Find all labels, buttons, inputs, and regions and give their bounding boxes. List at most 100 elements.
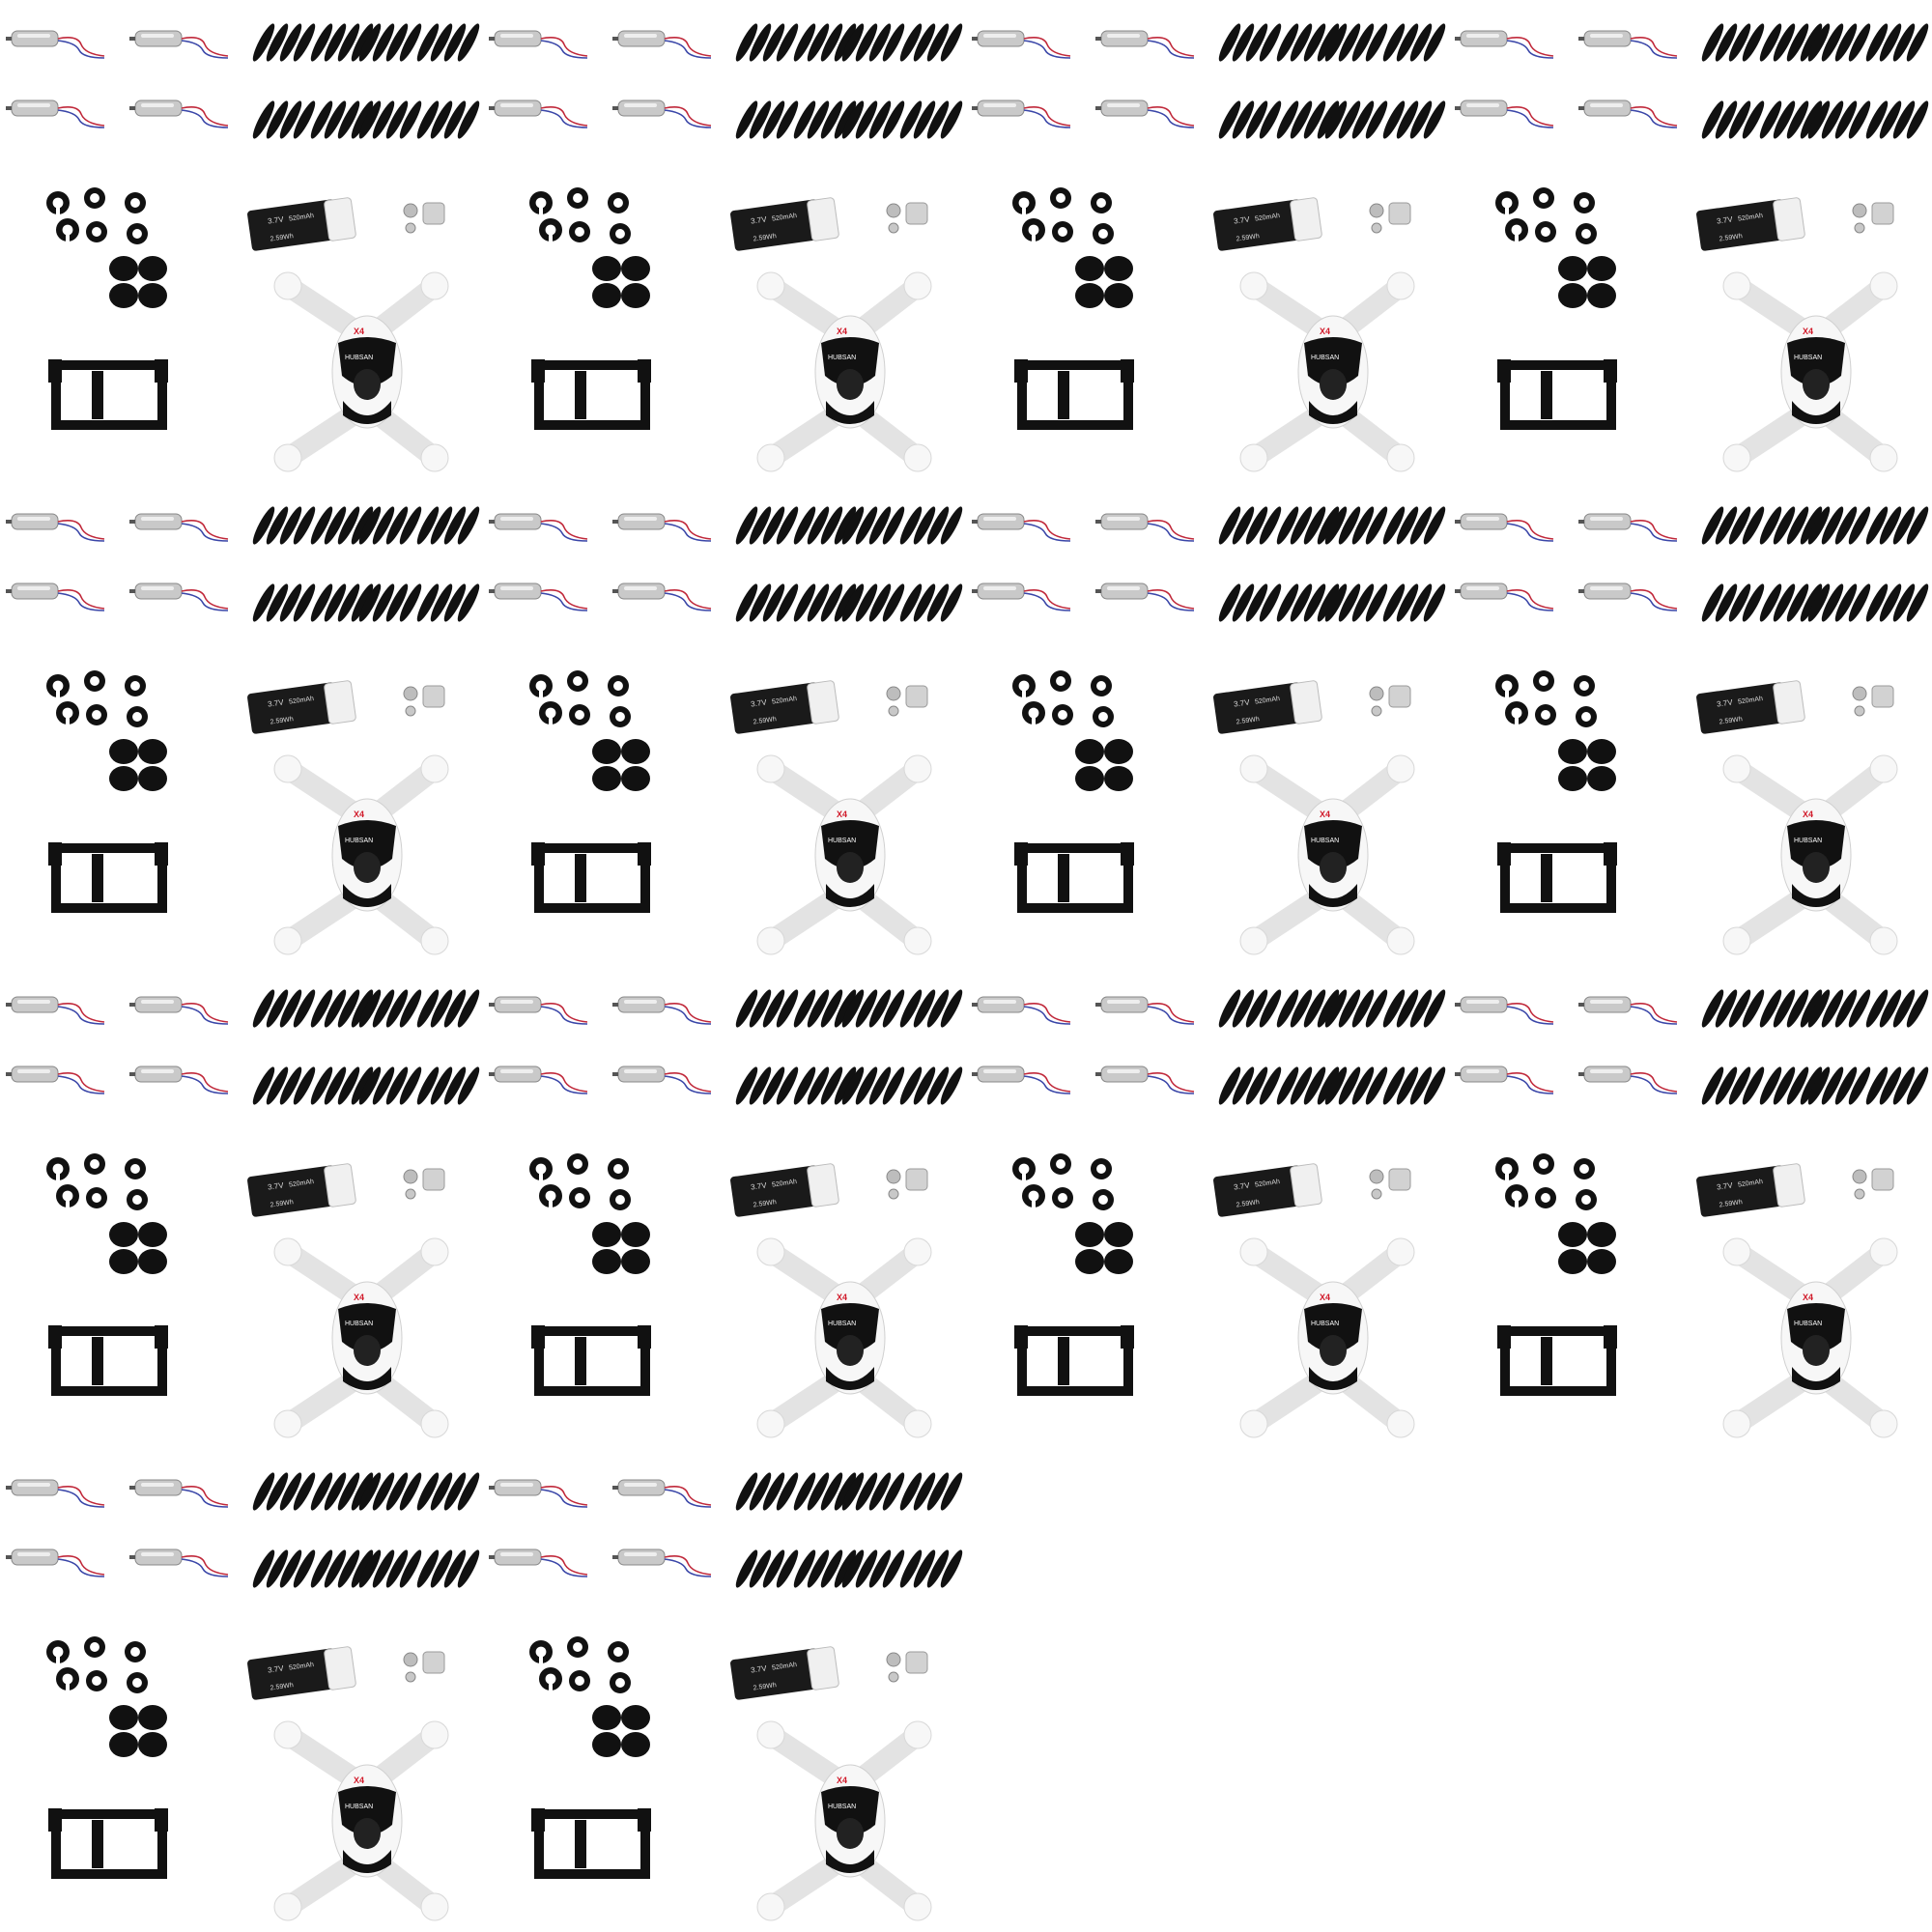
- foot-pad: [1558, 1222, 1587, 1247]
- propeller-set: [1759, 989, 1823, 1028]
- rubber-ring: [46, 1640, 70, 1663]
- battery-capacity: 520mAh: [772, 1662, 798, 1672]
- propeller-set: [1865, 989, 1929, 1028]
- shell-brand: HUBSAN: [1311, 838, 1339, 844]
- propeller-set: [1276, 100, 1340, 139]
- propeller-set: [1807, 506, 1871, 545]
- propeller-set: [1701, 583, 1765, 622]
- rubber-ring: [1052, 704, 1073, 725]
- screw-pack: [422, 1651, 445, 1674]
- screw: [1369, 686, 1384, 701]
- propeller-set: [416, 583, 480, 622]
- propeller-set: [1865, 23, 1929, 62]
- propeller-set: [416, 989, 480, 1028]
- motor: [129, 582, 229, 611]
- battery-frame: [1497, 842, 1617, 913]
- foot-pad: [109, 283, 138, 308]
- propeller-set: [1807, 23, 1871, 62]
- drone-shell: X4 HUBSAN: [1722, 754, 1898, 955]
- propeller-set: [1324, 506, 1388, 545]
- screw: [1371, 1188, 1382, 1200]
- screw: [1852, 1169, 1867, 1184]
- propeller-set: [416, 1549, 480, 1588]
- screw-pack: [1388, 685, 1411, 708]
- rubber-ring: [1576, 1189, 1597, 1210]
- drone-shell: X4 HUBSAN: [1239, 271, 1415, 472]
- motor: [129, 996, 229, 1025]
- kit-illustration: 3.7V 520mAh 2.59Wh X4 HUBSAN: [1455, 506, 1929, 955]
- rubber-ring: [127, 706, 148, 727]
- shell-brand: HUBSAN: [1794, 838, 1822, 844]
- rubber-ring: [46, 1157, 70, 1180]
- foot-pad: [109, 1222, 138, 1247]
- propeller-set: [1759, 100, 1823, 139]
- motor: [1578, 513, 1678, 542]
- battery-capacity: 520mAh: [1255, 696, 1281, 706]
- motor: [489, 582, 588, 611]
- rubber-ring: [1012, 191, 1036, 214]
- motor: [1095, 99, 1195, 128]
- foot-pad: [109, 739, 138, 764]
- motor: [612, 582, 712, 611]
- propeller-set: [1324, 23, 1388, 62]
- battery-capacity: 520mAh: [1255, 213, 1281, 223]
- propeller-set: [252, 23, 316, 62]
- battery-energy: 2.59Wh: [753, 1682, 777, 1691]
- propeller-set: [735, 506, 799, 545]
- foot-pad: [621, 1732, 650, 1757]
- battery-energy: 2.59Wh: [1236, 1199, 1260, 1208]
- rubber-ring: [1495, 1157, 1519, 1180]
- battery-frame: [531, 1808, 651, 1879]
- foot-pad: [1558, 739, 1587, 764]
- screw: [886, 1169, 901, 1184]
- drone-shell: X4 HUBSAN: [756, 1720, 932, 1921]
- propeller-set: [1382, 100, 1446, 139]
- rubber-ring: [1533, 670, 1554, 692]
- propeller-set: [1865, 1066, 1929, 1105]
- foot-pad: [138, 1222, 167, 1247]
- propeller-set: [735, 23, 799, 62]
- rubber-ring: [1495, 191, 1519, 214]
- motor: [129, 30, 229, 59]
- rubber-ring: [1093, 223, 1114, 244]
- kit-tile: 3.7V 520mAh 2.59Wh X4 HUBSAN: [483, 966, 966, 1449]
- rubber-ring: [1022, 701, 1045, 724]
- rubber-ring: [610, 223, 631, 244]
- kit-tile: 3.7V 520mAh 2.59Wh X4 HUBSAN: [483, 0, 966, 483]
- kit-tile: 3.7V 520mAh 2.59Wh X4 HUBSAN: [1449, 0, 1932, 483]
- motor: [1455, 99, 1554, 128]
- screw-pack: [1871, 202, 1894, 225]
- rubber-ring: [46, 191, 70, 214]
- motor: [612, 30, 712, 59]
- kit-tile: 3.7V 520mAh 2.59Wh X4 HUBSAN: [1449, 966, 1932, 1449]
- screw-pack: [1388, 1168, 1411, 1191]
- propeller-set: [1807, 989, 1871, 1028]
- foot-pad: [1587, 1222, 1616, 1247]
- propeller-set: [1701, 1066, 1765, 1105]
- kit-illustration: 3.7V 520mAh 2.59Wh X4 HUBSAN: [6, 23, 480, 472]
- rubber-ring: [1535, 1187, 1556, 1208]
- battery-voltage: 3.7V: [751, 214, 768, 225]
- rubber-ring: [610, 1189, 631, 1210]
- foot-pad: [1558, 283, 1587, 308]
- foot-pad: [1075, 256, 1104, 281]
- battery-energy: 2.59Wh: [270, 1199, 294, 1208]
- rubber-ring: [608, 1158, 629, 1179]
- screw: [403, 203, 418, 218]
- rubber-ring: [567, 1153, 588, 1175]
- battery: 3.7V 520mAh 2.59Wh: [1696, 1163, 1805, 1217]
- propeller-set: [899, 989, 963, 1028]
- foot-pad: [592, 256, 621, 281]
- shell-model: X4: [1320, 327, 1330, 336]
- drone-shell: X4 HUBSAN: [273, 754, 449, 955]
- rubber-ring: [1576, 223, 1597, 244]
- kit-tile: 3.7V 520mAh 2.59Wh X4 HUBSAN: [483, 483, 966, 966]
- motor: [129, 513, 229, 542]
- rubber-ring: [1574, 192, 1595, 213]
- shell-brand: HUBSAN: [828, 838, 856, 844]
- shell-brand: HUBSAN: [345, 355, 373, 361]
- kit-illustration: 3.7V 520mAh 2.59Wh X4 HUBSAN: [6, 989, 480, 1438]
- propeller-set: [735, 583, 799, 622]
- foot-pad: [1587, 1249, 1616, 1274]
- propeller-set: [841, 583, 905, 622]
